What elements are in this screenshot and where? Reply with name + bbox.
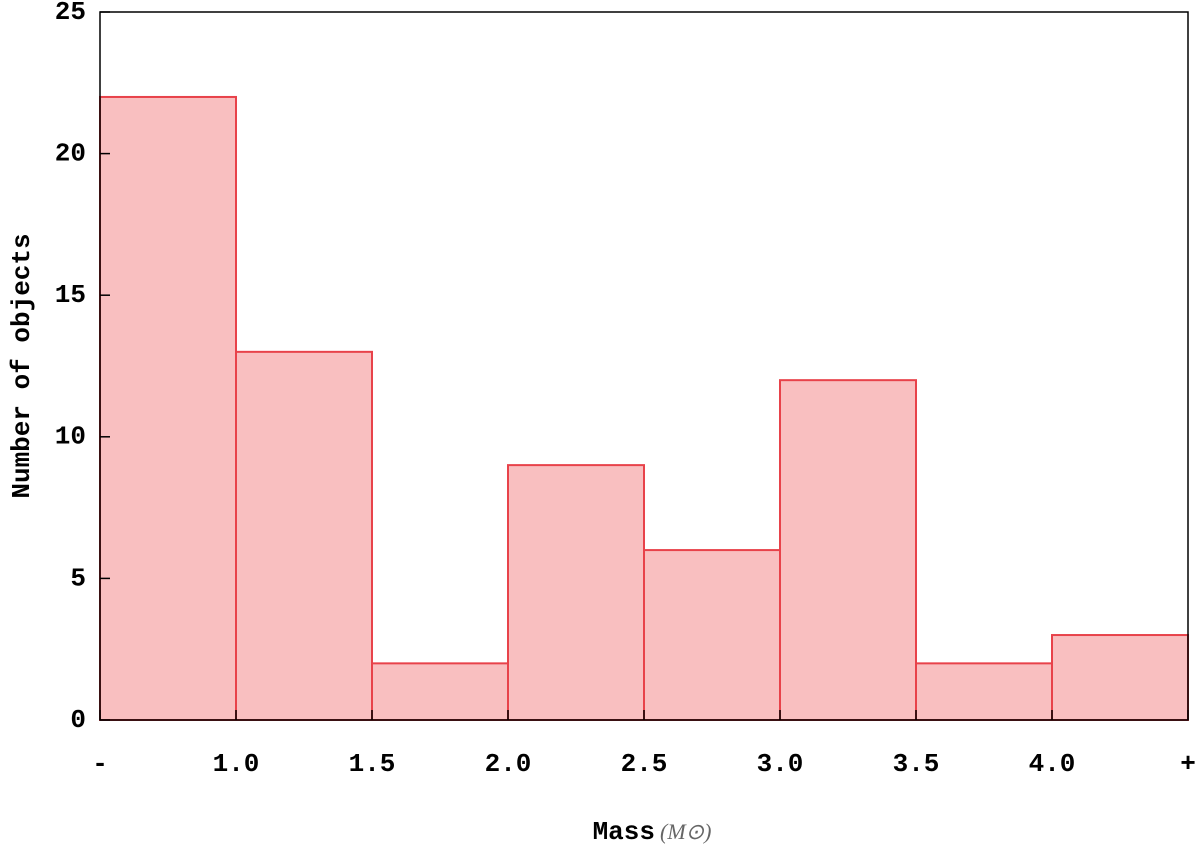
- x-tick-label: 4.0: [1029, 749, 1076, 779]
- x-tick-label: -: [92, 749, 108, 779]
- bar: [779, 379, 917, 721]
- x-tick-label: 1.0: [213, 749, 260, 779]
- y-tick-label: 5: [70, 563, 86, 593]
- y-tick-label: 10: [55, 422, 86, 452]
- x-axis-label: Mass: [593, 817, 655, 847]
- x-axis-unit: (M⊙): [660, 819, 711, 844]
- x-tick-label: +: [1180, 749, 1196, 779]
- y-axis-label: Number of objects: [7, 233, 37, 498]
- x-tick-label: 1.5: [349, 749, 396, 779]
- x-tick-label: 3.0: [757, 749, 804, 779]
- bar: [371, 662, 509, 721]
- bar: [99, 95, 237, 721]
- bar: [915, 662, 1053, 721]
- bar: [507, 464, 645, 721]
- y-tick-label: 25: [55, 0, 86, 27]
- y-tick-label: 0: [70, 705, 86, 735]
- x-tick-label: 2.0: [485, 749, 532, 779]
- bar: [235, 350, 373, 721]
- y-tick-label: 20: [55, 138, 86, 168]
- bar: [1051, 634, 1189, 721]
- bar: [643, 549, 781, 722]
- x-tick-label: 3.5: [893, 749, 940, 779]
- x-tick-label: 2.5: [621, 749, 668, 779]
- y-tick-label: 15: [55, 280, 86, 310]
